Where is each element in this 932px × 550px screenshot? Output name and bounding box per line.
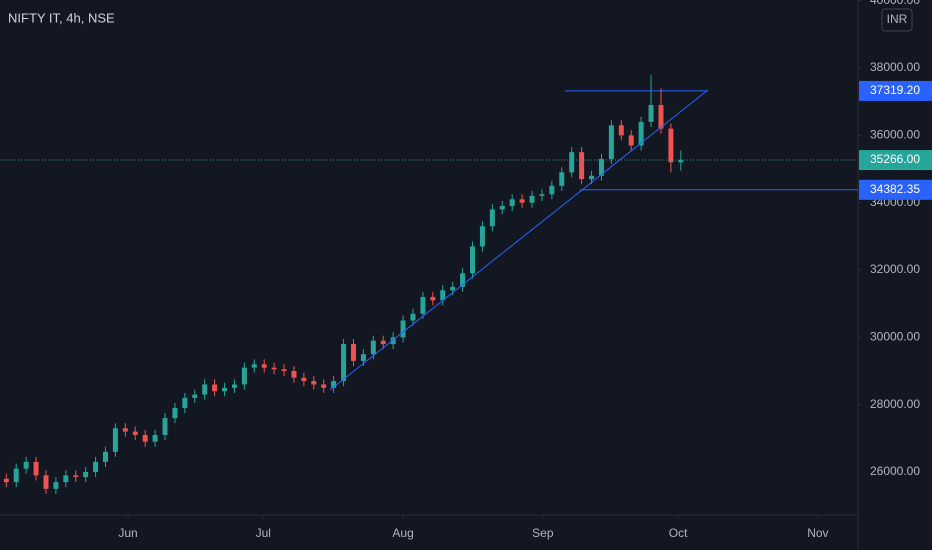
candle-body xyxy=(311,381,317,385)
y-tick-label: 32000.00 xyxy=(870,262,920,276)
price-label-box xyxy=(859,80,932,101)
candle-body xyxy=(519,199,525,203)
candle-body xyxy=(539,194,545,196)
candle-body xyxy=(83,472,89,478)
candle-body xyxy=(23,461,29,469)
candle-body xyxy=(301,377,307,382)
candle-body xyxy=(103,451,109,462)
candle-body xyxy=(589,175,595,180)
candle-body xyxy=(122,428,128,432)
x-tick-label: Sep xyxy=(532,526,554,540)
candle-body xyxy=(628,135,634,146)
candle-body xyxy=(638,121,644,146)
candle-body xyxy=(350,344,356,361)
y-tick-label: 38000.00 xyxy=(870,60,920,74)
candle-body xyxy=(559,172,565,186)
candle-body xyxy=(509,199,515,207)
x-tick-label: Nov xyxy=(807,526,828,540)
candle-body xyxy=(479,226,485,247)
candle-body xyxy=(251,364,257,368)
candle-body xyxy=(380,340,386,345)
currency-label[interactable]: INR xyxy=(887,12,908,26)
candle-body xyxy=(460,273,466,287)
y-tick-label: 36000.00 xyxy=(870,128,920,142)
candle-body xyxy=(420,296,426,314)
candle-body xyxy=(470,246,476,274)
candle-body xyxy=(212,384,218,392)
candle-body xyxy=(549,185,555,195)
candle-body xyxy=(93,461,99,473)
candle-body xyxy=(3,478,9,483)
candle-body xyxy=(668,128,674,163)
chart-title: NIFTY IT, 4h, NSE xyxy=(8,10,115,25)
candle-body xyxy=(162,418,168,435)
candle-body xyxy=(618,125,624,136)
candle-body xyxy=(142,434,148,442)
candle-body xyxy=(73,475,79,478)
candle-body xyxy=(33,461,39,476)
price-label-box xyxy=(859,150,932,171)
candle-body xyxy=(182,397,188,409)
price-label: 37319.20 xyxy=(870,83,920,97)
candle-body xyxy=(341,344,347,382)
candle-body xyxy=(152,434,158,442)
candle-body xyxy=(430,296,436,301)
candle-body xyxy=(172,408,178,419)
candle-body xyxy=(658,105,664,129)
candle-body xyxy=(261,364,267,368)
candle-body xyxy=(321,384,327,388)
candle-body xyxy=(331,381,337,388)
price-label: 35266.00 xyxy=(870,152,920,166)
candle-body xyxy=(489,209,495,227)
x-tick-label: Oct xyxy=(669,526,688,540)
candle-body xyxy=(440,290,446,301)
candle-body xyxy=(291,371,297,378)
candle-body xyxy=(222,387,228,392)
candle-body xyxy=(53,482,59,489)
candle-body xyxy=(63,475,69,483)
candle-body xyxy=(360,354,366,361)
candle-body xyxy=(43,475,49,489)
currency-button[interactable] xyxy=(881,8,913,32)
y-tick-label: 30000.00 xyxy=(870,330,920,344)
candle-body xyxy=(271,367,277,370)
candle-body xyxy=(678,160,684,163)
candle-body xyxy=(231,384,237,388)
candle-body xyxy=(579,152,585,180)
candle-body xyxy=(112,428,118,452)
drawn-line xyxy=(329,89,709,391)
candle-body xyxy=(370,340,376,355)
y-tick-label: 28000.00 xyxy=(870,397,920,411)
candle-body xyxy=(450,286,456,291)
candle-body xyxy=(390,337,396,345)
candle-body xyxy=(192,394,198,398)
price-label-box xyxy=(859,179,932,200)
candle-body xyxy=(13,468,19,483)
candle-body xyxy=(202,384,208,395)
x-tick-label: Jun xyxy=(118,526,137,540)
candle-body xyxy=(400,320,406,338)
candle-body xyxy=(241,367,247,385)
x-tick-label: Aug xyxy=(392,526,413,540)
candle-body xyxy=(598,158,604,176)
candle-body xyxy=(132,431,138,435)
y-tick-label: 26000.00 xyxy=(870,464,920,478)
candle-body xyxy=(281,369,287,372)
y-tick-label: 40000.00 xyxy=(870,0,920,7)
candle-body xyxy=(499,206,505,210)
candle-body xyxy=(608,125,614,159)
price-label: 34382.35 xyxy=(870,182,920,196)
x-tick-label: Jul xyxy=(256,526,271,540)
candle-body xyxy=(410,313,416,321)
candle-body xyxy=(569,152,575,173)
candle-body xyxy=(529,195,535,203)
candle-body xyxy=(648,105,654,122)
